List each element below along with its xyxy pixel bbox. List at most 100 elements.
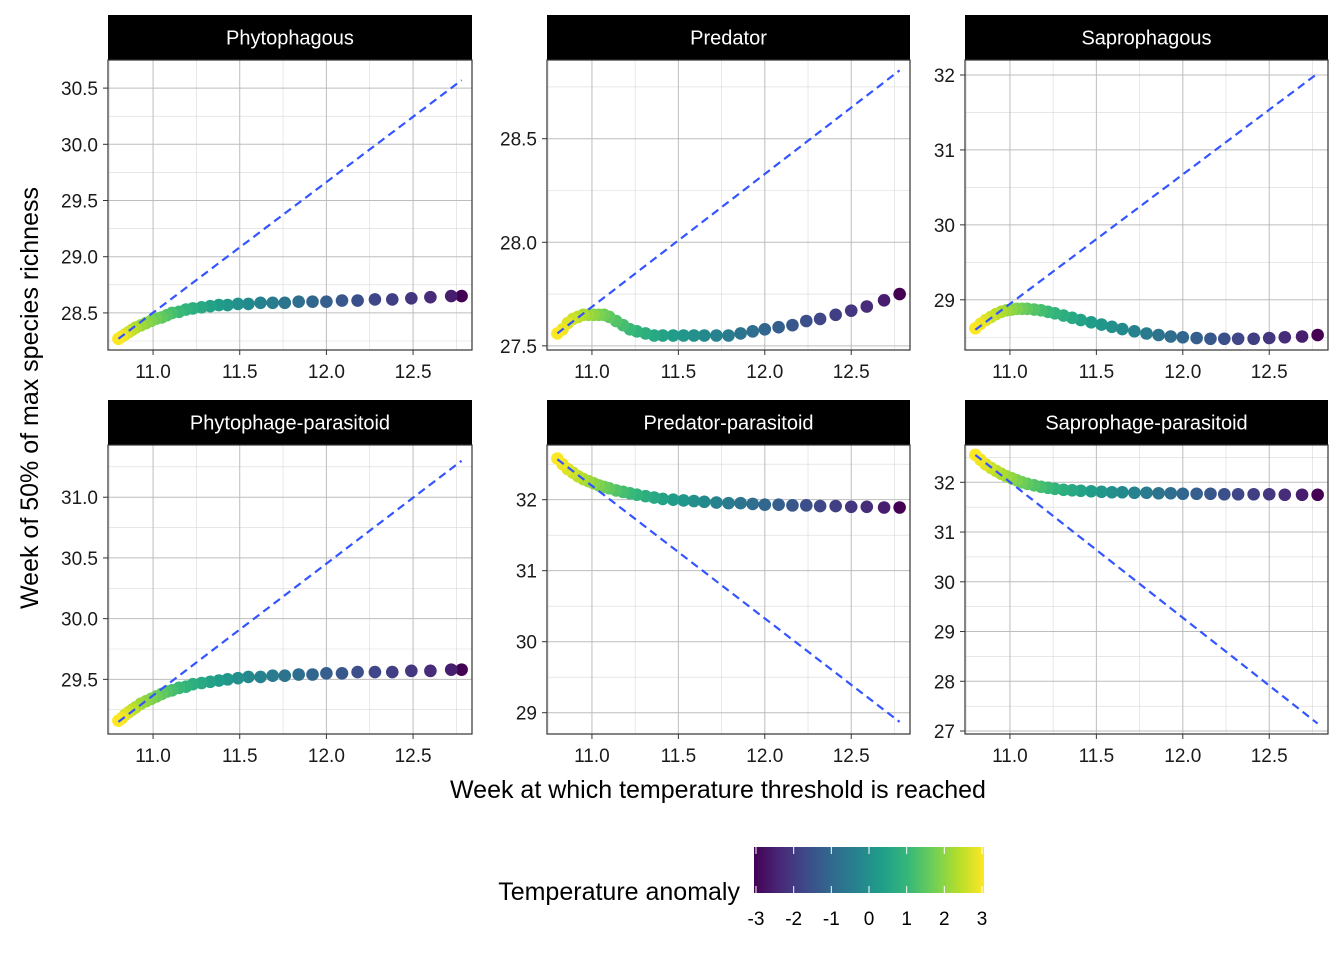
facet-panel: Saprophagous 11.0 11.5 12.0 12.5 29 30 31 32 [934,15,1329,383]
panel-border [964,59,1329,351]
data-point [1231,332,1245,346]
data-point [405,291,418,305]
facet-strip-label: Saprophagous [1081,28,1211,50]
y-tick-label: 30.0 [61,135,98,156]
y-tick-label: 31 [934,523,955,544]
y-tick-label: 28.0 [500,233,537,254]
facet-panel: Phytophage-parasitoid 11.0 11.5 12.0 12.5 29.… [61,400,473,767]
data-point [772,320,785,334]
data-point [877,293,891,307]
reference-line [117,459,463,723]
x-tick-label: 12.0 [1164,746,1201,767]
panel-border [107,444,473,735]
data-point [1176,330,1190,344]
x-tick-label: 11.5 [661,362,697,383]
data-point [351,294,364,307]
y-tick-label: 29 [516,704,537,725]
facet-strip [547,400,910,445]
x-tick-label: 11.0 [574,746,610,767]
data-point [1295,330,1309,343]
reference-line [974,72,1319,331]
data-point [893,501,906,514]
data-point [1231,487,1245,501]
y-tick-label: 28 [934,672,955,693]
x-tick-label: 12.5 [833,362,870,383]
legend-tick-label: -3 [748,909,765,930]
data-point [278,669,292,683]
data-point [1190,487,1203,501]
data-point [254,296,267,310]
data-point [734,327,747,340]
x-tick-label: 11.5 [1079,746,1115,767]
data-point [1164,330,1177,343]
data-point [969,321,982,335]
y-tick-label: 32 [934,473,955,494]
y-tick-label: 28.5 [500,130,537,151]
x-tick-label: 11.5 [661,746,697,767]
data-point [799,314,813,328]
data-point [292,668,305,681]
facet-panel: Saprophage-parasitoid 11.0 11.5 12.0 12.5 27 2… [934,400,1329,767]
facet-panel: Phytophagous 11.0 11.5 12.0 12.5 28.5 29.0 29.5… [61,15,473,383]
data-point [1128,324,1141,338]
data-point [1095,485,1108,499]
data-point [758,322,772,336]
data-point [1140,327,1153,340]
data-point [1190,331,1203,345]
data-point [734,496,747,510]
data-point [1164,486,1177,500]
data-point [266,669,279,683]
facet-strip-label: Phytophage-parasitoid [190,413,390,435]
data-point [385,293,399,306]
y-tick-label: 30.0 [61,610,98,631]
data-point [860,500,874,514]
facet-panel: Predator-parasitoid 11.0 11.5 12.0 12.5 29 30 3… [516,400,911,767]
x-tick-label: 12.0 [308,362,345,383]
y-tick-label: 29.5 [61,670,98,691]
panel-border [107,59,473,351]
panel-border [546,444,911,735]
data-point [385,665,399,679]
data-point [677,329,690,342]
reference-line [974,454,1319,725]
data-point [829,308,842,322]
legend-tick-label: 3 [977,909,988,930]
data-point [320,295,333,308]
data-point [1217,487,1231,501]
legend-ticks: -3 -2 -1 0 1 2 3 [748,847,988,930]
y-axis-title: Week of 50% of max species richness [16,187,44,609]
data-point [786,318,799,332]
data-point [1152,328,1165,342]
data-point [813,312,827,326]
data-point [666,329,680,342]
y-tick-label: 32 [934,66,955,87]
data-point [698,329,711,342]
data-point [799,499,813,512]
x-tick-label: 11.5 [222,746,258,767]
facet-strip-label: Saprophage-parasitoid [1045,413,1247,435]
y-tick-label: 31.0 [61,488,98,509]
facet-strip [108,400,472,445]
y-tick-label: 32 [516,491,537,512]
facet-strip-label: Predator-parasitoid [643,413,813,435]
data-point [758,498,772,511]
legend-tick-label: 1 [901,909,912,930]
data-point [746,497,759,511]
x-tick-label: 11.5 [1079,362,1115,383]
x-tick-label: 12.5 [833,746,870,767]
legend-tick-label: -1 [823,909,840,930]
x-tick-label: 12.0 [746,362,783,383]
data-point [231,297,245,311]
x-tick-label: 11.0 [992,746,1028,767]
x-tick-label: 12.0 [746,746,783,767]
data-point [455,289,468,303]
facet-strip-label: Phytophagous [226,28,354,50]
facet-strip [965,400,1328,445]
x-tick-label: 11.0 [992,362,1028,383]
data-point [351,665,364,679]
data-point [893,287,906,301]
data-point [320,666,333,680]
legend-tick-label: -2 [785,909,802,930]
facet-panel: Predator 11.0 11.5 12.0 12.5 27.5 28.0 28.5 [500,15,911,383]
